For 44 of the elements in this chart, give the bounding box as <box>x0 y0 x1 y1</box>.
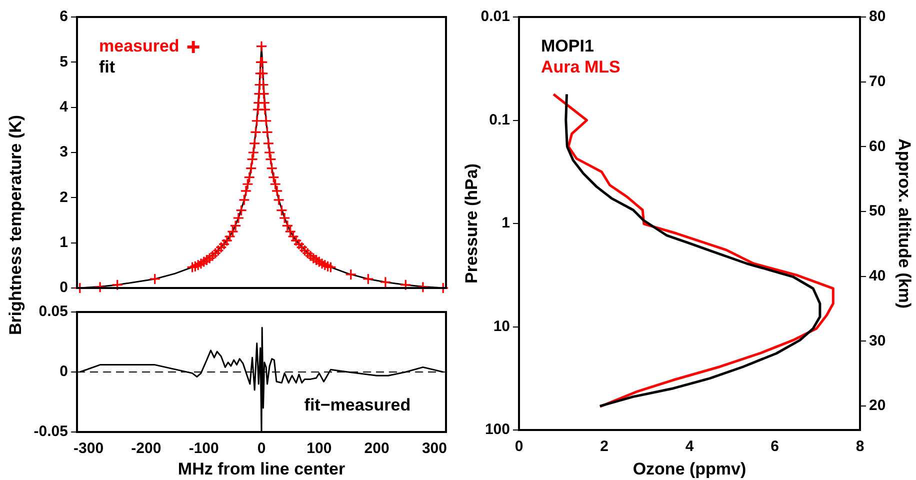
y-tick-label: 2 <box>60 188 68 206</box>
y-tick-label: -0.05 <box>34 423 68 440</box>
y-tick-label: 0 <box>60 363 68 380</box>
text: fit <box>99 58 116 77</box>
x-tick-label: 0 <box>257 440 266 458</box>
y2-tick-label: 40 <box>869 267 886 284</box>
annotation: fit−measured <box>304 395 411 414</box>
y-tick-label: 0.01 <box>480 8 510 26</box>
y-tick-label: 1 <box>502 214 510 232</box>
y-axis-title: Pressure (hPa) <box>462 164 481 284</box>
y2-tick-label: 30 <box>869 332 886 350</box>
x-tick-label: 2 <box>600 438 608 456</box>
x-tick-label: 300 <box>422 440 447 458</box>
y-tick-label: 3 <box>60 144 68 161</box>
x-tick-label: 200 <box>364 440 390 458</box>
x-tick-label: -300 <box>74 440 104 458</box>
x-tick-label: 6 <box>770 438 779 456</box>
x-tick-label: 100 <box>306 440 332 458</box>
y-tick-label: 1 <box>60 234 68 251</box>
y-tick-label: 0.05 <box>38 303 68 320</box>
x-axis-title: Ozone (ppmv) <box>632 459 746 478</box>
y-axis-title: Brightness temperature (K) <box>6 114 26 336</box>
y2-tick-label: 20 <box>869 397 886 414</box>
y-tick-label: 6 <box>60 8 68 26</box>
text: MOPI1 <box>541 36 594 56</box>
x-tick-label: 8 <box>856 438 864 456</box>
legend-label: measured <box>99 36 180 56</box>
y2-tick-label: 60 <box>869 138 886 155</box>
x-tick-label: 4 <box>685 438 694 456</box>
y-tick-label: 4 <box>60 98 69 116</box>
x-tick-label: 0 <box>514 438 524 456</box>
y2-tick-label: 50 <box>869 202 886 220</box>
y-tick-label: 0.1 <box>489 111 510 128</box>
y2-axis-title: Approx. altitude (km) <box>895 138 914 309</box>
x-axis-title: MHz from line center <box>178 459 346 478</box>
x-tick-label: -100 <box>188 440 219 458</box>
y-tick-label: 5 <box>60 53 68 70</box>
y-tick-label: 0 <box>60 279 68 296</box>
y2-tick-label: 70 <box>869 72 886 90</box>
series-label: Aura MLS <box>541 58 620 77</box>
y-tick-label: 100 <box>484 421 510 438</box>
y2-tick-label: 80 <box>869 8 886 26</box>
x-tick-label: -200 <box>131 440 162 458</box>
y-tick-label: 10 <box>493 318 510 335</box>
